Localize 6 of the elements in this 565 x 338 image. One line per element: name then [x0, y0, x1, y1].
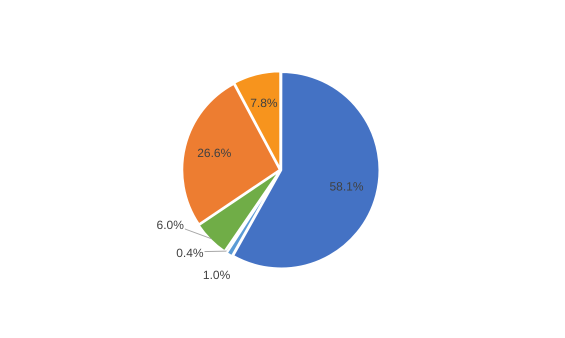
- data-label: 26.6%: [197, 146, 232, 160]
- data-label: 58.1%: [330, 180, 364, 194]
- data-label: 7.8%: [250, 96, 278, 110]
- data-label: 0.4%: [176, 246, 204, 260]
- data-label: 1.0%: [202, 268, 231, 282]
- data-label: 6.0%: [156, 218, 184, 232]
